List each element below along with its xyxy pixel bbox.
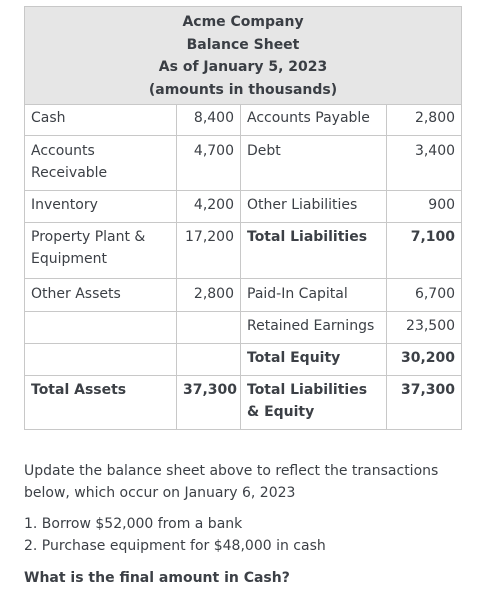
question-intro: Update the balance sheet above to reflec…	[24, 463, 439, 501]
balance-sheet-table: Acme Company Balance Sheet As of January…	[23, 6, 463, 430]
equity-label: Paid-In Capital	[240, 278, 387, 312]
table-row: Accounts Receivable 4,700 Debt 3,400	[24, 135, 463, 191]
transaction-item: 1. Borrow $52,000 from a bank	[24, 516, 243, 532]
table-row: Cash 8,400 Accounts Payable 2,800	[24, 104, 463, 136]
liability-label: Other Liabilities	[240, 190, 387, 223]
statement-date: As of January 5, 2023	[158, 59, 328, 75]
asset-value: 4,200	[176, 190, 241, 223]
table-row: Other Assets 2,800 Paid-In Capital 6,700	[24, 278, 463, 312]
total-liabilities-value: 7,100	[385, 222, 463, 279]
asset-label: Inventory	[24, 190, 177, 223]
total-assets-value: 37,300	[176, 375, 241, 430]
table-row: Total Assets 37,300 Total Liabilities & …	[24, 375, 463, 430]
total-liabilities-equity-value: 37,300	[385, 375, 463, 430]
liability-value: 2,800	[385, 104, 463, 136]
statement-name: Balance Sheet	[186, 36, 300, 53]
asset-label: Property Plant & Equipment	[24, 222, 177, 279]
total-equity-label: Total Equity	[240, 343, 387, 376]
asset-value	[176, 343, 241, 376]
liability-value: 3,400	[385, 135, 463, 191]
balance-sheet-header: Acme Company Balance Sheet As of January…	[23, 6, 463, 105]
asset-label: Accounts Receivable	[24, 135, 177, 191]
transaction-item: 2. Purchase equipment for $48,000 in cas…	[24, 538, 326, 554]
total-liabilities-equity-label: Total Liabilities & Equity	[240, 375, 387, 430]
total-equity-value: 30,200	[385, 343, 463, 376]
liability-label: Accounts Payable	[240, 104, 387, 136]
liability-label: Debt	[240, 135, 387, 191]
table-row: Inventory 4,200 Other Liabilities 900	[24, 190, 463, 223]
table-row: Property Plant & Equipment 17,200 Total …	[24, 222, 463, 279]
table-row: Retained Earnings 23,500	[24, 311, 463, 344]
total-assets-label: Total Assets	[24, 375, 177, 430]
equity-label: Retained Earnings	[240, 311, 387, 344]
asset-label	[24, 343, 177, 376]
asset-label: Cash	[24, 104, 177, 136]
question-block: Update the balance sheet above to reflec…	[24, 460, 464, 589]
equity-value: 23,500	[385, 311, 463, 344]
asset-value: 8,400	[176, 104, 241, 136]
asset-label	[24, 311, 177, 344]
total-liabilities-label: Total Liabilities	[240, 222, 387, 279]
amount-units: (amounts in thousands)	[148, 81, 338, 98]
asset-value: 4,700	[176, 135, 241, 191]
question-prompt: What is the final amount in Cash?	[24, 570, 290, 586]
asset-value: 2,800	[176, 278, 241, 312]
liability-value: 900	[385, 190, 463, 223]
equity-value: 6,700	[385, 278, 463, 312]
asset-value	[176, 311, 241, 344]
asset-value: 17,200	[176, 222, 241, 279]
asset-label: Other Assets	[24, 278, 177, 312]
company-name: Acme Company	[182, 14, 304, 30]
table-row: Total Equity 30,200	[24, 343, 463, 376]
